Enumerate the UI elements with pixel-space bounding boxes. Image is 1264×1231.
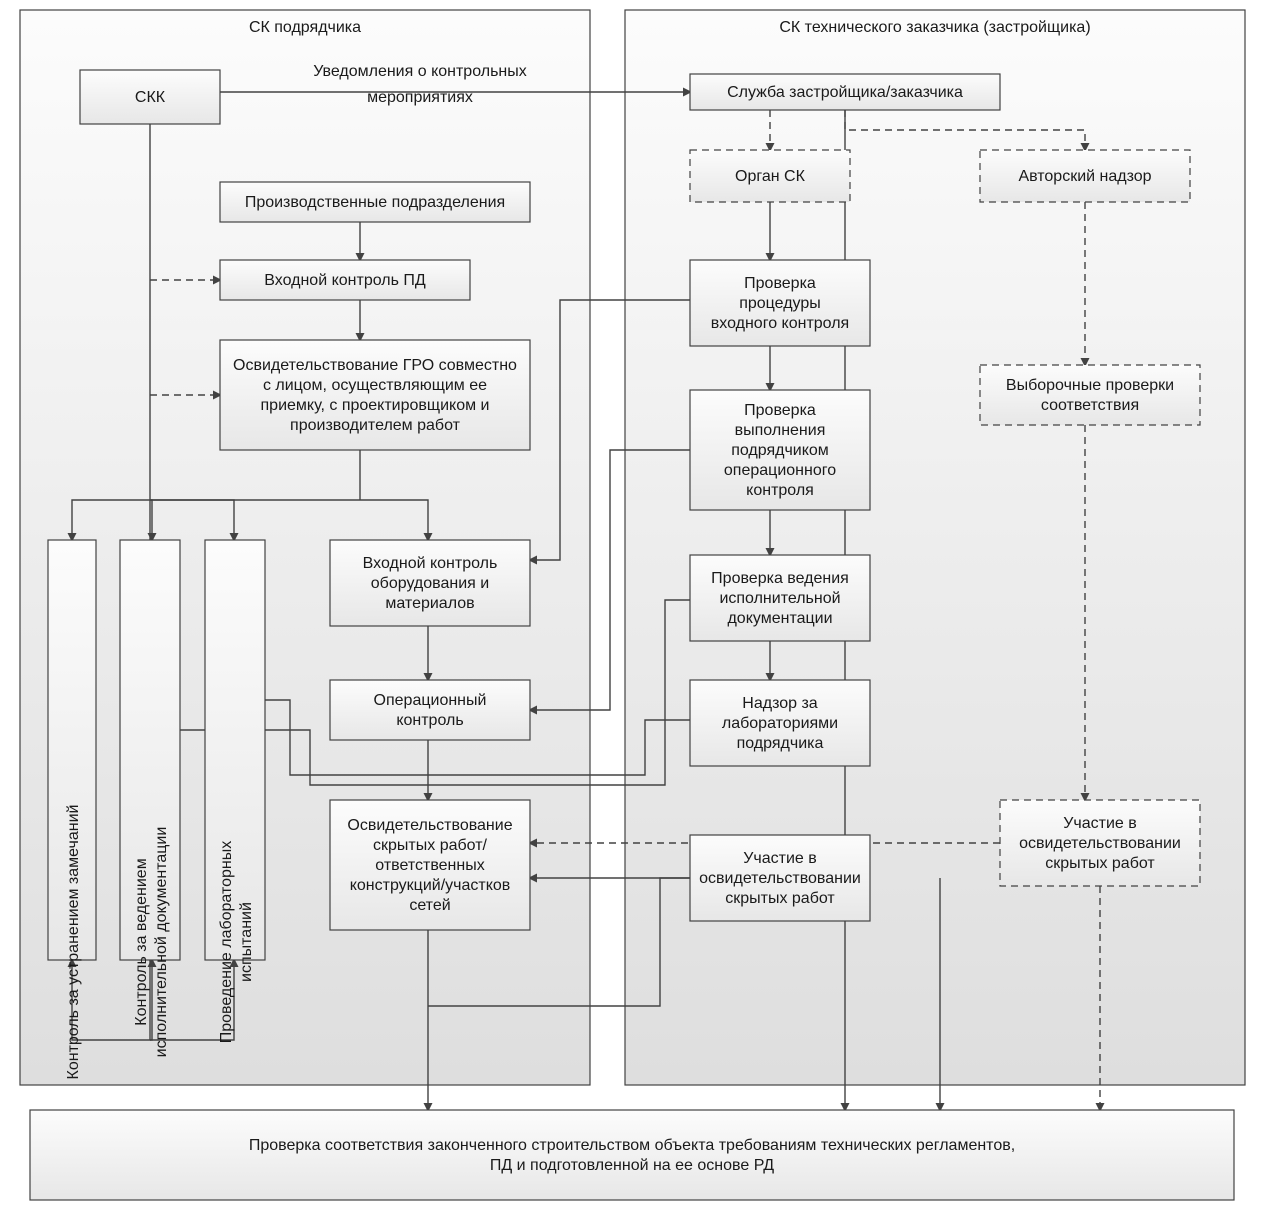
node-vps: Выборочные проверки соответствия	[980, 365, 1200, 425]
node-author: Авторский надзор	[980, 150, 1190, 202]
svg-text:операционного: операционного	[724, 462, 836, 479]
svg-text:Освидетельствование: Освидетельствование	[347, 817, 512, 834]
svg-text:Авторский надзор: Авторский надзор	[1018, 168, 1151, 185]
svg-text:освидетельствовании: освидетельствовании	[699, 870, 861, 887]
svg-text:Участие в: Участие в	[1063, 815, 1137, 832]
node-sluz: Служба застройщика/заказчика	[690, 74, 1000, 110]
node-nzl: Надзор за лабораториями подрядчика	[690, 680, 870, 766]
svg-text:производителем работ: производителем работ	[290, 417, 461, 434]
panel-title-right: СК технического заказчика (застройщика)	[779, 19, 1090, 36]
node-pvid: Проверка ведения исполнительной документац…	[690, 555, 870, 641]
svg-text:Входной контроль ПД: Входной контроль ПД	[264, 272, 426, 289]
node-skk: СКК	[80, 70, 220, 124]
svg-text:исполнительной: исполнительной	[719, 590, 840, 607]
svg-text:Надзор за: Надзор за	[742, 695, 818, 712]
svg-text:контроль: контроль	[396, 712, 463, 729]
svg-text:СКК: СКК	[135, 89, 166, 106]
svg-text:Проверка: Проверка	[744, 402, 816, 419]
svg-text:приемку, с проектировщиком и: приемку, с проектировщиком и	[261, 397, 490, 414]
svg-text:Освидетельствование ГРО совмес: Освидетельствование ГРО совместно	[233, 357, 517, 374]
flowchart-root: СК подрядчика СК технического заказчика (…	[0, 0, 1264, 1231]
svg-text:испытаний: испытаний	[238, 902, 255, 982]
node-osv: Освидетельствование скрытых работ/ответст…	[330, 800, 530, 930]
svg-text:документации: документации	[727, 610, 832, 627]
node-pvk: Проверка процедуры входного контроля	[690, 260, 870, 346]
svg-text:Операционный: Операционный	[374, 692, 487, 709]
svg-text:подрядчиком: подрядчиком	[731, 442, 829, 459]
svg-text:исполнительной документации: исполнительной документации	[153, 827, 170, 1058]
svg-text:сетей: сетей	[409, 897, 450, 914]
svg-text:процедуры: процедуры	[739, 295, 821, 312]
svg-text:конструкций/участков: конструкций/участков	[350, 877, 511, 894]
svg-text:Контроль за устранением замеча: Контроль за устранением замечаний	[65, 805, 82, 1080]
node-opk: Операционный контроль	[330, 680, 530, 740]
node-vkpd: Входной контроль ПД	[220, 260, 470, 300]
svg-text:входного контроля: входного контроля	[711, 315, 849, 332]
node-prod: Производственные подразделения	[220, 182, 530, 222]
svg-text:оборудования и: оборудования и	[371, 575, 489, 592]
panel-title-left: СК подрядчика	[249, 19, 361, 36]
svg-text:ответственных: ответственных	[375, 857, 484, 874]
node-organ: Орган СК	[690, 150, 850, 202]
svg-text:ПД и подготовленной на ее осно: ПД и подготовленной на ее основе РД	[490, 1157, 774, 1174]
svg-text:Проведение лабораторных: Проведение лабораторных	[218, 841, 235, 1044]
svg-text:Проверка: Проверка	[744, 275, 816, 292]
svg-text:мероприятиях: мероприятиях	[367, 89, 473, 106]
svg-text:Проверка соответствия закончен: Проверка соответствия законченного строи…	[249, 1137, 1015, 1154]
svg-text:скрытых работ/: скрытых работ/	[373, 837, 488, 854]
svg-text:Участие в: Участие в	[743, 850, 817, 867]
svg-text:Производственные подразделения: Производственные подразделения	[245, 194, 505, 211]
node-uosr2: Участие в освидетельствовании скрытых рабо…	[1000, 800, 1200, 886]
svg-text:контроля: контроля	[746, 482, 814, 499]
svg-text:Орган СК: Орган СК	[735, 168, 806, 185]
svg-text:скрытых работ: скрытых работ	[1045, 855, 1155, 872]
svg-text:Входной контроль: Входной контроль	[363, 555, 498, 572]
svg-text:Уведомления о контрольных: Уведомления о контрольных	[313, 63, 527, 80]
svg-text:подрядчика: подрядчика	[737, 735, 824, 752]
node-gro: Освидетельствование ГРО совместно с лицом…	[220, 340, 530, 450]
svg-text:материалов: материалов	[385, 595, 474, 612]
node-final: Проверка соответствия законченного строи…	[30, 1110, 1234, 1200]
svg-text:Выборочные проверки: Выборочные проверки	[1006, 377, 1174, 394]
svg-text:Контроль за ведением: Контроль за ведением	[133, 858, 150, 1025]
svg-text:Проверка ведения: Проверка ведения	[711, 570, 849, 587]
node-pvop: Проверка выполнения подрядчиком операционно…	[690, 390, 870, 510]
svg-text:выполнения: выполнения	[735, 422, 826, 439]
svg-text:лабораториями: лабораториями	[722, 715, 838, 732]
svg-text:соответствия: соответствия	[1041, 397, 1139, 414]
node-vkom: Входной контроль оборудования и материалов	[330, 540, 530, 626]
node-uosr: Участие в освидетельствовании скрытых рабо…	[690, 835, 870, 921]
svg-text:освидетельствовании: освидетельствовании	[1019, 835, 1181, 852]
svg-text:Служба застройщика/заказчика: Служба застройщика/заказчика	[727, 84, 963, 101]
svg-text:с лицом, осуществляющим ее: с лицом, осуществляющим ее	[263, 377, 487, 394]
svg-text:скрытых работ: скрытых работ	[725, 890, 835, 907]
